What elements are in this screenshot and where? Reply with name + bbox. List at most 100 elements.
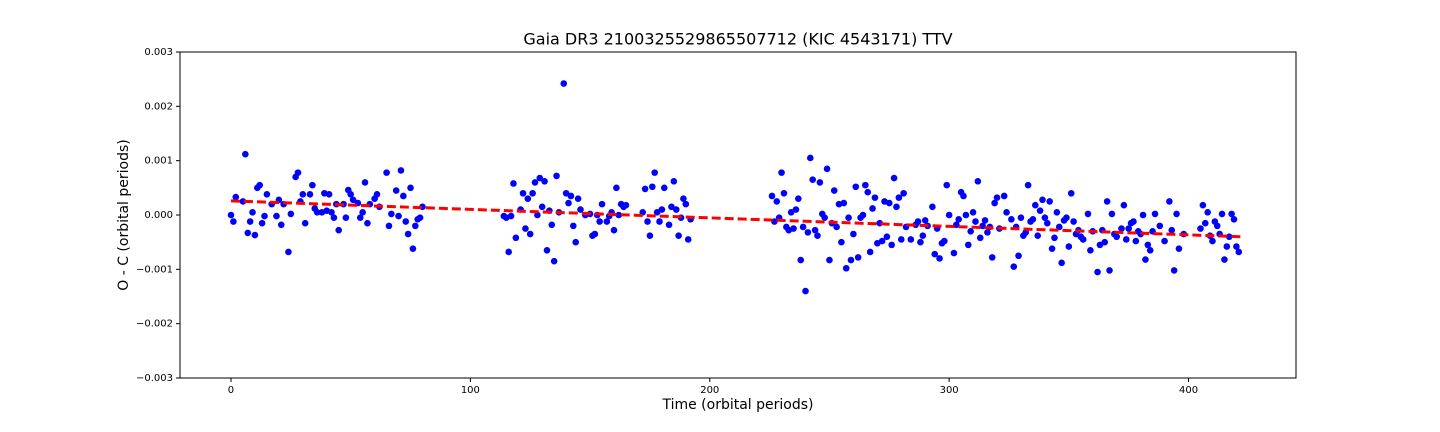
point (263, 191, 271, 198)
point (651, 169, 658, 176)
point (660, 184, 668, 192)
point (1046, 198, 1053, 205)
point (830, 187, 838, 194)
point (596, 218, 603, 225)
point (306, 191, 314, 198)
point (1233, 243, 1240, 250)
x-tick-label: 0 (228, 385, 234, 396)
point (246, 218, 254, 225)
point (682, 200, 690, 208)
point (251, 231, 259, 239)
point (230, 218, 237, 225)
point (522, 225, 529, 232)
x-tick-label: 300 (940, 385, 959, 396)
point (780, 189, 788, 197)
point (1156, 222, 1164, 230)
point (309, 181, 316, 189)
point (1201, 219, 1209, 227)
point (277, 221, 285, 229)
point (665, 221, 673, 229)
point (1087, 247, 1094, 254)
point (313, 208, 321, 216)
point (795, 195, 802, 202)
point (385, 222, 393, 230)
point (364, 219, 371, 227)
point (672, 206, 680, 213)
point (1039, 196, 1046, 204)
point (993, 194, 1001, 201)
point (543, 247, 551, 254)
point (1168, 226, 1176, 234)
point (1108, 210, 1116, 218)
point (1017, 214, 1025, 222)
point (359, 208, 366, 216)
point (936, 255, 943, 262)
point (1084, 210, 1092, 218)
point (778, 169, 785, 176)
point (773, 198, 781, 205)
point (1034, 232, 1042, 239)
y-tick-label: −0.002 (136, 319, 173, 330)
point (553, 172, 560, 180)
point (1170, 267, 1178, 274)
point (919, 232, 927, 239)
point (591, 230, 599, 238)
point (577, 206, 584, 213)
point (680, 195, 687, 202)
point (950, 249, 958, 257)
point (622, 201, 630, 209)
point (895, 194, 903, 201)
point (395, 212, 402, 220)
point (864, 188, 872, 196)
point (407, 184, 414, 192)
point (529, 189, 536, 197)
point (519, 189, 527, 197)
point (1209, 237, 1216, 245)
point (787, 208, 795, 216)
point (804, 229, 812, 236)
point (1101, 238, 1109, 246)
point (962, 211, 970, 219)
fit-line (230, 199, 1242, 239)
point (964, 241, 972, 249)
point (1204, 208, 1211, 216)
point (921, 217, 929, 224)
point (412, 222, 419, 230)
point (1142, 256, 1149, 263)
point (361, 179, 369, 186)
point (838, 238, 845, 246)
point (1015, 252, 1022, 260)
point (806, 154, 814, 162)
point (242, 150, 249, 158)
point (1161, 237, 1168, 245)
point (570, 222, 577, 230)
point (1166, 198, 1173, 205)
point (287, 210, 295, 218)
point (991, 199, 998, 207)
point (845, 214, 852, 222)
point (1132, 237, 1140, 245)
point (1218, 210, 1226, 218)
point (826, 256, 833, 264)
point (675, 232, 682, 239)
point (1096, 241, 1104, 249)
point (1032, 201, 1039, 209)
point (988, 254, 996, 261)
point (941, 237, 948, 245)
y-tick-label: −0.001 (136, 264, 173, 275)
point (273, 212, 280, 220)
point (852, 183, 860, 191)
point (840, 199, 848, 207)
point (531, 179, 539, 186)
point (560, 80, 568, 87)
x-axis-label: Time (orbital periods) (661, 397, 813, 413)
point (981, 217, 989, 224)
point (802, 287, 809, 295)
point (1065, 243, 1073, 250)
point (811, 226, 819, 234)
point (649, 183, 656, 191)
point (929, 203, 936, 211)
point (402, 218, 410, 225)
point (512, 234, 520, 242)
point (356, 214, 364, 222)
